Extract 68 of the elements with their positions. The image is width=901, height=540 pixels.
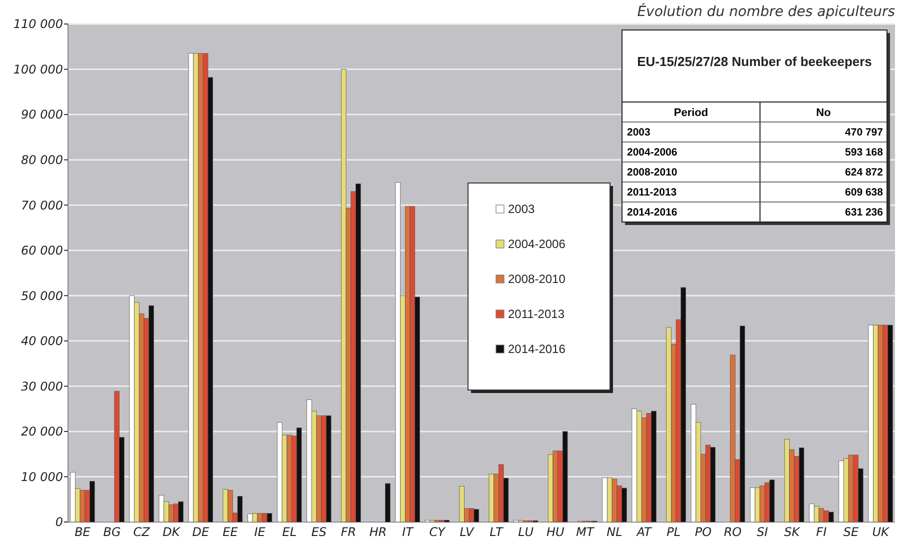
category-label: 2003 (627, 126, 651, 139)
bar (488, 474, 494, 522)
data-label: 624 872 (845, 166, 884, 179)
y-tick-label: 0 (55, 515, 64, 530)
x-tick-label: MT (576, 525, 596, 539)
legend-label: 2014-2016 (508, 342, 566, 356)
x-tick-label: HR (369, 525, 387, 539)
y-tick-label: 10 000 (21, 470, 64, 484)
x-tick-label: FI (816, 525, 828, 539)
bar (385, 483, 390, 522)
x-tick-label: EE (222, 525, 238, 539)
text: No (816, 106, 832, 119)
data-label: 593 168 (845, 146, 884, 159)
bar (248, 514, 253, 522)
y-tick-label: 110 000 (13, 17, 64, 32)
x-tick-label: HU (546, 525, 565, 539)
x-tick-label: SI (756, 525, 768, 539)
x-tick-label: FR (340, 525, 356, 539)
data-label: 631 236 (845, 206, 884, 219)
x-tick-label: NL (606, 525, 622, 539)
legend-label: 2003 (508, 202, 536, 216)
bar (277, 422, 282, 522)
y-tick-label: 60 000 (21, 244, 64, 258)
x-tick-label: LV (460, 525, 475, 539)
bar (730, 354, 736, 522)
y-tick-label: 40 000 (21, 334, 64, 348)
x-tick-label: IE (254, 525, 266, 539)
x-tick-label: EL (282, 525, 297, 539)
category-label: 2014-2016 (627, 206, 678, 219)
bar (341, 69, 346, 522)
x-tick-label: IT (402, 525, 415, 539)
x-tick-label: BE (74, 525, 91, 539)
x-tick-label: CZ (133, 525, 151, 539)
bar (838, 460, 844, 522)
bar (666, 327, 672, 522)
x-tick-label: PL (666, 525, 681, 539)
category-label: 2011-2013 (627, 186, 677, 199)
legend-label: 2008-2010 (508, 272, 566, 286)
x-tick-label: LT (490, 525, 505, 539)
y-tick-label: 70 000 (21, 198, 64, 212)
x-tick-label: RO (724, 525, 742, 539)
data-label: 470 797 (845, 126, 884, 139)
y-tick-label: 80 000 (21, 153, 64, 168)
y-tick-label: 50 000 (21, 288, 64, 303)
x-tick-label: AT (636, 525, 654, 539)
category-label: 2004-2006 (627, 146, 678, 159)
x-tick-label: ES (311, 525, 327, 539)
chart-title: Évolution du nombre des apiculteurs (637, 3, 895, 20)
bar (395, 182, 401, 522)
y-tick-label: 90 000 (21, 108, 64, 122)
data-label: 609 638 (845, 186, 884, 199)
x-tick-label: DK (162, 525, 181, 539)
x-tick-label: CY (429, 525, 447, 539)
y-tick-label: 20 000 (21, 424, 64, 439)
x-tick-label: BG (103, 525, 121, 539)
x-tick-label: DE (192, 525, 210, 539)
y-tick-label: 100 000 (13, 62, 64, 76)
legend-label: 2011-2013 (508, 307, 565, 322)
x-tick-label: PO (694, 525, 712, 539)
text: Period (674, 106, 708, 119)
y-tick-label: 30 000 (21, 379, 64, 394)
x-tick-label: LU (518, 525, 534, 539)
text: EU-15/25/27/28 Number of beekeepers (637, 54, 872, 69)
category-label: 2008-2010 (627, 166, 678, 179)
legend-label: 2004-2006 (508, 237, 566, 252)
x-tick-label: UK (872, 525, 890, 539)
x-tick-label: SE (843, 525, 859, 539)
x-tick-label: SK (784, 525, 801, 539)
